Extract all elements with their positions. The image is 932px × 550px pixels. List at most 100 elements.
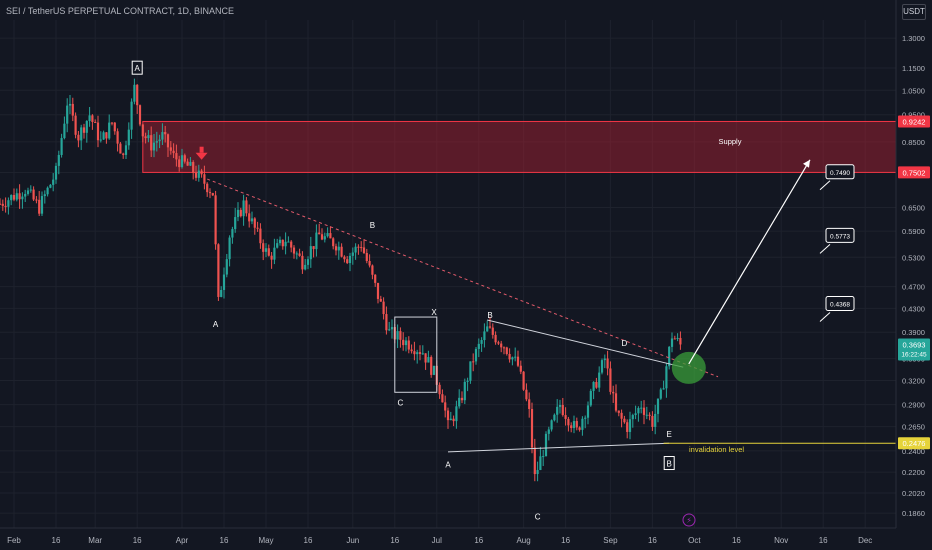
candles [0,78,682,482]
candle-body [169,147,172,151]
candle-body [606,358,609,369]
symbol-title[interactable]: SEI / TetherUS PERPETUAL CONTRACT, 1D, B… [6,6,235,16]
candle-body [547,429,550,434]
candle-body [539,456,542,471]
candle-body [651,415,654,427]
time-axis[interactable]: Feb 16 Mar 16 Apr 16 May 16 Jun 16 Jul 16 Aug 16 Sep 16… [0,527,896,545]
candle-body [357,246,360,248]
candle-body [530,408,534,448]
candle-body [362,247,366,253]
candle-body [94,121,97,123]
candle-body [150,135,153,151]
candle-body [133,84,136,102]
last-price-badge-bg [898,338,930,361]
wave-label: B [370,221,375,230]
candle-body [276,243,279,248]
candle-body [458,397,461,407]
x-tick-label: May [258,536,273,545]
wave-label: B [487,311,492,320]
candle-body [488,326,492,328]
candle-body [474,348,478,362]
candle-body [416,352,419,355]
candle-body [472,361,475,363]
candle-body [166,134,170,148]
candle-body [281,239,284,247]
candle-body [66,105,69,124]
candle-body [656,398,660,414]
candle-body [253,218,256,228]
candle-body [511,357,514,360]
y-tick-label: 1.3000 [902,34,925,43]
candle-body [236,209,240,218]
candle-body [178,159,181,168]
wave-label: X [431,308,437,317]
candle-body [295,253,298,255]
y-tick-label: 0.2400 [902,447,925,456]
invalidation-label: invalidation level [689,445,744,454]
wave-label: A [445,461,451,470]
candle-body [186,161,189,166]
price-axis[interactable]: 1.30001.15001.05000.95000.85000.75000.65… [895,0,932,550]
candle-body [631,415,634,420]
candle-body [379,298,382,302]
candle-body [71,103,74,116]
target-label: 0.7490 [830,170,850,177]
candle-body [575,421,578,428]
candle-body [189,162,192,166]
y-tick-label: 0.3900 [902,328,925,337]
price-level-badge-bg [898,437,930,450]
candle-body [99,139,102,141]
candle-body [21,196,24,200]
candle-body [337,246,340,251]
y-tick-label: 1.1500 [902,64,925,73]
y-tick-label: 0.2900 [902,401,925,410]
candle-body [152,142,156,151]
x-tick-label: 16 [390,536,399,545]
y-tick-label: 0.1860 [902,509,925,518]
candle-body [614,393,618,411]
candle-body [444,402,447,411]
candle-body [623,418,626,423]
candle-body [612,391,615,394]
candle-body [194,172,198,178]
candle-body [57,154,60,166]
candle-body [637,408,640,414]
candle-body [113,122,116,132]
candle-body [368,261,371,266]
candle-body [654,413,657,427]
candle-body [318,232,321,235]
candle-body [676,337,679,339]
candle-body [514,356,517,358]
x-tick-label: Oct [688,536,701,545]
candle-body [32,189,35,200]
candle-body [525,389,528,400]
y-tick-label: 0.8500 [902,138,925,147]
candle-body [323,236,326,240]
candle-body [505,347,508,355]
candle-body [483,331,486,341]
candle-body [18,193,21,200]
candle-body [567,418,570,426]
candle-body [211,193,214,196]
candle-body [46,187,49,195]
candle-body [228,237,231,260]
candle-body [421,353,424,355]
candle-body [292,247,296,254]
candle-body [452,418,455,422]
candle-body [264,248,268,252]
candle-body [603,358,606,361]
candle-body [85,120,88,133]
currency-button[interactable]: USDT [902,4,926,20]
candle-body [29,189,32,191]
countdown-label: 16:22:45 [901,352,927,359]
candle-body [556,406,559,415]
candle-body [642,407,646,415]
y-tick-label: 0.4700 [902,283,925,292]
candle-body [334,246,338,251]
candle-body [180,155,184,168]
x-tick-label: 16 [474,536,483,545]
y-tick-label: 0.5900 [902,227,925,236]
candle-body [670,338,674,347]
wave-label: C [398,399,404,408]
